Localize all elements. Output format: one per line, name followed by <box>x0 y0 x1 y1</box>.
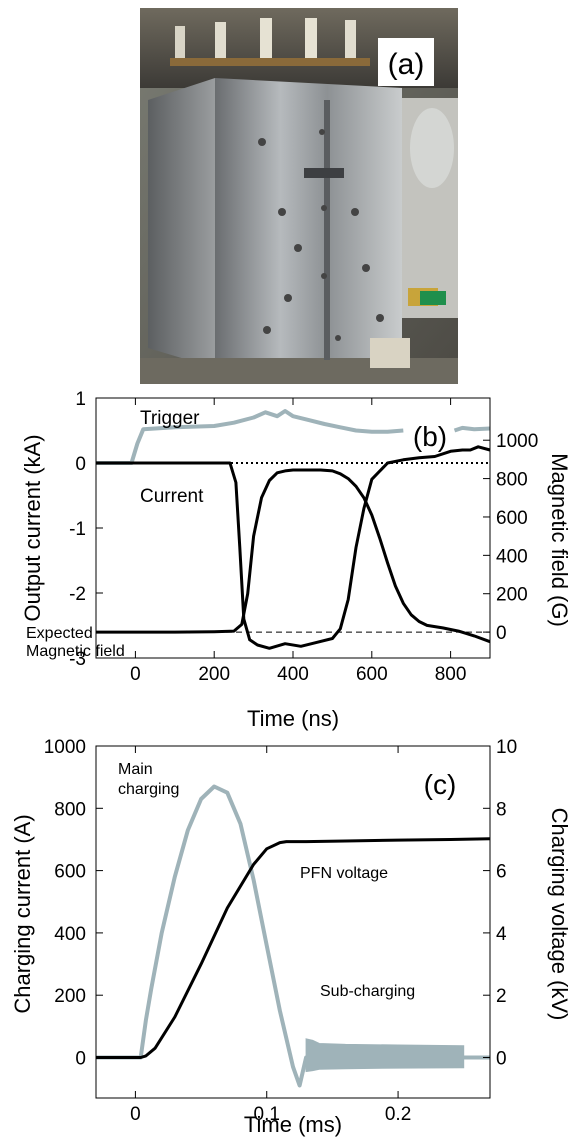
y-tick-label: -3 <box>69 649 86 670</box>
annotation-magnetic-field: Magnetic field <box>26 643 125 660</box>
y-tick-label: -1 <box>69 519 86 540</box>
annotation-trigger: Trigger <box>140 408 200 429</box>
x-tick-label: 400 <box>277 664 309 685</box>
insulator-1 <box>175 26 185 62</box>
annotation-current: Current <box>140 486 204 507</box>
photo-label-box <box>378 38 434 86</box>
series-expected-magnetic-field <box>96 468 491 644</box>
panel-label: (b) <box>413 421 447 452</box>
y-tick-label: 600 <box>54 862 86 883</box>
y2-tick-label: 2 <box>496 986 507 1007</box>
insulator-5 <box>345 20 356 62</box>
y-tick-label: 0 <box>75 1049 86 1070</box>
insulator-3 <box>260 18 272 62</box>
y-tick-label: 400 <box>54 924 86 945</box>
y2-tick-label: 10 <box>496 737 517 758</box>
y2-axis-label: Charging voltage (kV) <box>547 808 572 1021</box>
charging-chart: 0 0.1 0.2 1000 800 600 400 200 0 10 8 6 4 2 0 (c) Main… <box>10 737 572 1137</box>
side-panel <box>148 78 215 368</box>
x-tick-label: 0 <box>130 664 141 685</box>
x-tick-label: 800 <box>435 664 467 685</box>
y2-tick-label: 8 <box>496 799 507 820</box>
series-main-charging <box>96 784 490 1088</box>
annotation-sub-charging: Sub-charging <box>320 983 415 1000</box>
y2-tick-label: 200 <box>496 585 528 606</box>
y-tick-label: 1 <box>75 389 86 410</box>
annotation-pfn-voltage: PFN voltage <box>300 865 388 882</box>
photo-label: (a) <box>388 48 425 81</box>
front-panel <box>215 78 402 368</box>
series-current <box>96 445 491 650</box>
plot-frame <box>95 745 491 1099</box>
device-photo: (a) <box>140 8 458 384</box>
y2-tick-label: 600 <box>496 508 528 529</box>
output-current-chart: 0 200 400 600 800 1 0 -1 -2 -3 1000 800 600 400 200 0 (… <box>20 389 572 731</box>
y-axis-label: Charging current (A) <box>10 814 35 1013</box>
y2-tick-label: 6 <box>496 862 507 883</box>
x-tick-label: 200 <box>198 664 230 685</box>
y2-tick-label: 800 <box>496 470 528 491</box>
bolts <box>258 129 384 341</box>
x-tick-label: 600 <box>356 664 388 685</box>
y2-tick-label: 0 <box>496 1049 507 1070</box>
annotation-expected: Expected <box>26 625 93 642</box>
y2-tick-label: 0 <box>496 623 507 644</box>
y-tick-label: 800 <box>54 799 86 820</box>
x-tick-label: 0.1 <box>254 1104 280 1125</box>
y2-axis-label: Magnetic field (G) <box>547 453 572 627</box>
series-trigger <box>96 409 404 465</box>
series-trigger-tail <box>453 425 491 433</box>
series-sub-charging <box>305 1038 465 1073</box>
x-axis-label: Time (ns) <box>247 706 339 731</box>
x-tick-label: 0 <box>130 1104 141 1125</box>
annotation-charging: charging <box>118 781 179 798</box>
y2-tick-label: 400 <box>496 546 528 567</box>
y2-tick-label: 1000 <box>496 431 538 452</box>
x-axis-label: Time (ms) <box>244 1112 342 1137</box>
y-tick-label: 1000 <box>44 737 86 758</box>
insulator-4 <box>305 18 317 62</box>
y-tick-label: 0 <box>75 454 86 475</box>
insulator-2 <box>215 22 226 62</box>
annotation-main: Main <box>118 761 153 778</box>
x-tick-label: 0.2 <box>385 1104 411 1125</box>
y-tick-label: 200 <box>54 986 86 1007</box>
y2-tick-label: 4 <box>496 924 507 945</box>
y-axis-label: Output current (kA) <box>20 434 45 621</box>
panel-label: (c) <box>424 769 457 800</box>
series-pfn-voltage <box>96 837 491 1059</box>
y-tick-label: -2 <box>69 584 86 605</box>
center-rail <box>324 100 330 360</box>
